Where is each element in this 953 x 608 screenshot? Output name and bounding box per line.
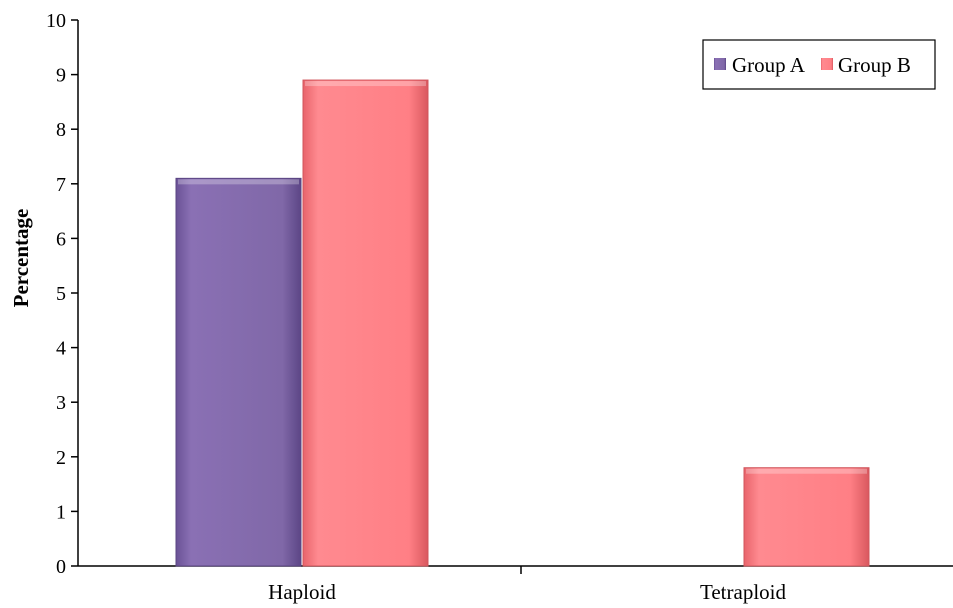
y-tick-label: 6 <box>56 228 66 250</box>
y-tick-label: 7 <box>56 174 66 196</box>
bar-bevel <box>305 81 426 87</box>
y-tick-label: 8 <box>56 119 66 141</box>
legend-label-group-a: Group A <box>732 53 806 77</box>
bar-bevel <box>746 468 867 474</box>
bar-bevel <box>178 179 299 185</box>
x-category-label: Tetraploid <box>700 580 786 604</box>
y-tick-label: 2 <box>56 447 66 469</box>
x-category-label: Haploid <box>268 580 336 604</box>
legend-swatch-group-b <box>821 58 833 70</box>
y-tick-label: 10 <box>46 10 66 32</box>
y-tick-label: 1 <box>56 501 66 523</box>
legend: Group A Group B <box>702 39 936 90</box>
bar-group-b-haploid <box>302 79 429 567</box>
y-tick-label: 9 <box>56 65 66 87</box>
y-axis-label: Percentage <box>9 209 33 308</box>
legend-box <box>702 39 936 90</box>
bar-group-b-tetraploid <box>743 467 870 567</box>
y-tick-label: 4 <box>56 338 66 360</box>
legend-swatch-group-a <box>714 58 726 70</box>
y-tick-label: 5 <box>56 283 66 305</box>
legend-label-group-b: Group B <box>838 53 911 77</box>
y-tick-label: 0 <box>56 556 66 578</box>
y-tick-label: 3 <box>56 392 66 414</box>
bar-group-a-haploid <box>175 177 302 567</box>
